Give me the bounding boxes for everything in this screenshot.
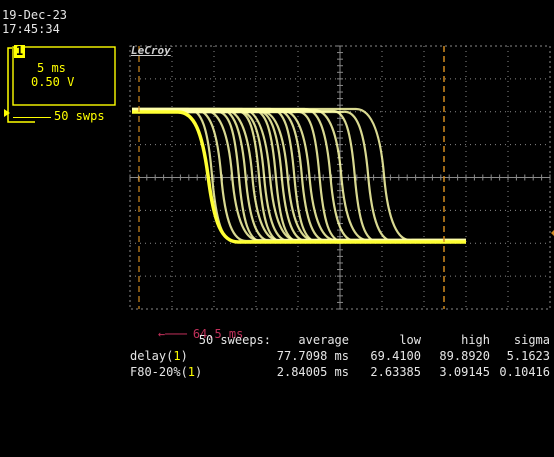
sweeps-value: 50 swps: [54, 109, 105, 123]
waveform-sweep: [132, 107, 466, 242]
timebase-value: 5 ms: [37, 61, 66, 75]
waveform-sweep: [132, 110, 466, 243]
stats-col-sigma: sigma: [513, 333, 550, 347]
stats-sigma-value: 5.1623: [506, 349, 550, 363]
stats-col-average: average: [298, 333, 349, 347]
stats-row-delay[interactable]: delay(1) 77.7098 ms 69.4100 89.8920 5.16…: [0, 350, 554, 363]
cursor-delta: 64.5 ms: [192, 327, 244, 341]
stats-high-value: 3.09145: [439, 365, 490, 379]
date-label: 19-Dec-23: [2, 8, 68, 22]
stats-sigma-value: 0.10416: [499, 365, 550, 379]
waveform-sweep: [132, 110, 466, 244]
channel-box-frame: [7, 47, 35, 123]
stats-row-falltime[interactable]: F80-20%(1) 2.84005 ms 2.63385 3.09145 0.…: [0, 366, 554, 379]
stats-sweeps-label: 50 sweeps:: [198, 333, 271, 347]
channel-ref: 1: [187, 365, 196, 379]
stats-row-label: delay(1): [130, 349, 188, 363]
cursor-readout: ←─── 64.5 ms: [129, 315, 243, 354]
brand-logo: LeCroy: [131, 44, 171, 57]
channel-box[interactable]: 1 5 ms 0.50 V 50 swps: [3, 44, 119, 124]
waveform-sweep: [132, 109, 466, 243]
stats-col-low: low: [399, 333, 421, 347]
waveform-reference: [132, 110, 466, 244]
stats-average-value: 2.84005 ms: [276, 365, 349, 379]
stats-low-value: 69.4100: [370, 349, 421, 363]
channel-offset-marker-icon: [4, 109, 10, 117]
grid-lines: [129, 45, 551, 310]
waveform-traces: [132, 107, 466, 244]
sweeps-line: [13, 117, 51, 118]
channel-ref: 1: [173, 349, 181, 363]
stats-row-label: F80-20%(1): [130, 365, 203, 379]
waveform-grid: [4, 45, 554, 310]
channel-number-badge: 1: [14, 44, 25, 58]
stats-header-row: 50 sweeps: average low high sigma: [0, 334, 554, 347]
cursor-arrow-icon: ←───: [157, 327, 187, 341]
level-marker-icon: [551, 230, 554, 236]
time-label: 17:45:34: [2, 22, 60, 36]
waveform-sweep: [132, 110, 466, 244]
waveform-sweep: [132, 109, 466, 242]
stats-low-value: 2.63385: [370, 365, 421, 379]
waveform-sweep: [132, 109, 466, 244]
volts-per-div-value: 0.50 V: [31, 75, 75, 89]
stats-average-value: 77.7098 ms: [276, 349, 349, 363]
waveform-sweep: [132, 109, 466, 244]
waveform-sweep: [132, 110, 466, 242]
stats-col-high: high: [461, 333, 490, 347]
waveform-sweep: [132, 109, 466, 242]
oscilloscope-screen: 19-Dec-23 17:45:34 1 5 ms 0.50 V 50 swps…: [0, 8, 554, 379]
waveform-sweep: [132, 110, 466, 243]
stats-high-value: 89.8920: [439, 349, 490, 363]
markers: [4, 46, 554, 309]
